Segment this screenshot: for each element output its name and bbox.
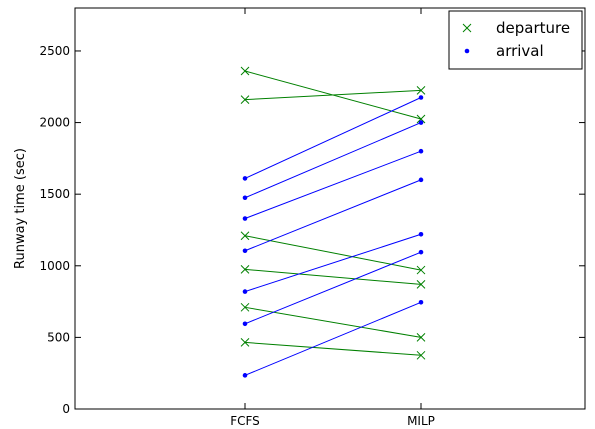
legend-label-departure: departure <box>496 19 570 37</box>
arrival-line <box>244 301 422 376</box>
x-axis: FCFS MILP <box>230 8 435 428</box>
arrival-point-fcfs <box>242 321 248 327</box>
legend-box <box>448 10 583 70</box>
departure-point-milp <box>416 85 426 95</box>
arrival-line <box>244 233 422 293</box>
departure-line <box>244 235 422 271</box>
arrival-point-fcfs <box>242 289 248 294</box>
arrival-point-fcfs <box>242 176 248 181</box>
arrival-point-milp <box>418 120 424 125</box>
legend-marker-arrival <box>464 48 470 54</box>
arrival-point-fcfs <box>242 195 248 201</box>
y-tick-label: 2500 <box>39 44 70 58</box>
y-tick-label: 1000 <box>39 259 70 273</box>
arrival-point-fcfs <box>242 373 248 378</box>
departure-line <box>244 268 422 285</box>
arrival-point-milp <box>418 95 424 100</box>
arrival-point-fcfs <box>242 248 248 254</box>
departure-point-fcfs <box>240 231 250 241</box>
y-tick-label: 0 <box>62 402 70 416</box>
arrival-point-milp <box>418 300 424 305</box>
departure-line <box>244 306 422 338</box>
departure-point-fcfs <box>240 265 250 274</box>
legend-marker-departure <box>462 23 472 33</box>
departure-point-milp <box>416 350 426 360</box>
arrival-line <box>244 97 422 179</box>
departure-line <box>244 341 422 356</box>
departure-point-milp <box>416 114 426 124</box>
x-tick-label: FCFS <box>230 414 260 428</box>
departure-line <box>244 89 422 101</box>
departure-point-milp <box>416 280 426 289</box>
y-axis-label: Runway time (sec) <box>13 148 28 269</box>
arrival-point-milp <box>418 148 424 154</box>
legend: departure arrival <box>448 10 583 70</box>
series-markers <box>240 66 426 378</box>
arrival-point-milp <box>418 249 424 255</box>
arrival-point-fcfs <box>242 216 248 221</box>
legend-label-arrival: arrival <box>496 42 544 60</box>
arrival-point-milp <box>418 177 424 183</box>
arrival-line <box>244 150 422 219</box>
y-tick-label: 2000 <box>39 116 70 130</box>
arrival-line <box>244 251 422 325</box>
y-axis: 0 500 1000 1500 2000 2500 <box>39 44 585 416</box>
departure-point-fcfs <box>240 66 250 76</box>
departure-point-fcfs <box>240 338 250 347</box>
y-tick-label: 500 <box>47 330 70 344</box>
y-tick-label: 1500 <box>39 187 70 201</box>
plot-frame <box>74 7 586 410</box>
series-lines <box>244 70 422 376</box>
arrival-line <box>244 179 422 252</box>
departure-point-milp <box>416 265 426 275</box>
departure-point-fcfs <box>240 302 250 312</box>
x-tick-label: MILP <box>407 414 435 428</box>
arrival-line <box>244 122 422 199</box>
arrival-point-milp <box>418 231 424 237</box>
departure-point-fcfs <box>240 95 250 105</box>
departure-point-milp <box>416 333 426 342</box>
